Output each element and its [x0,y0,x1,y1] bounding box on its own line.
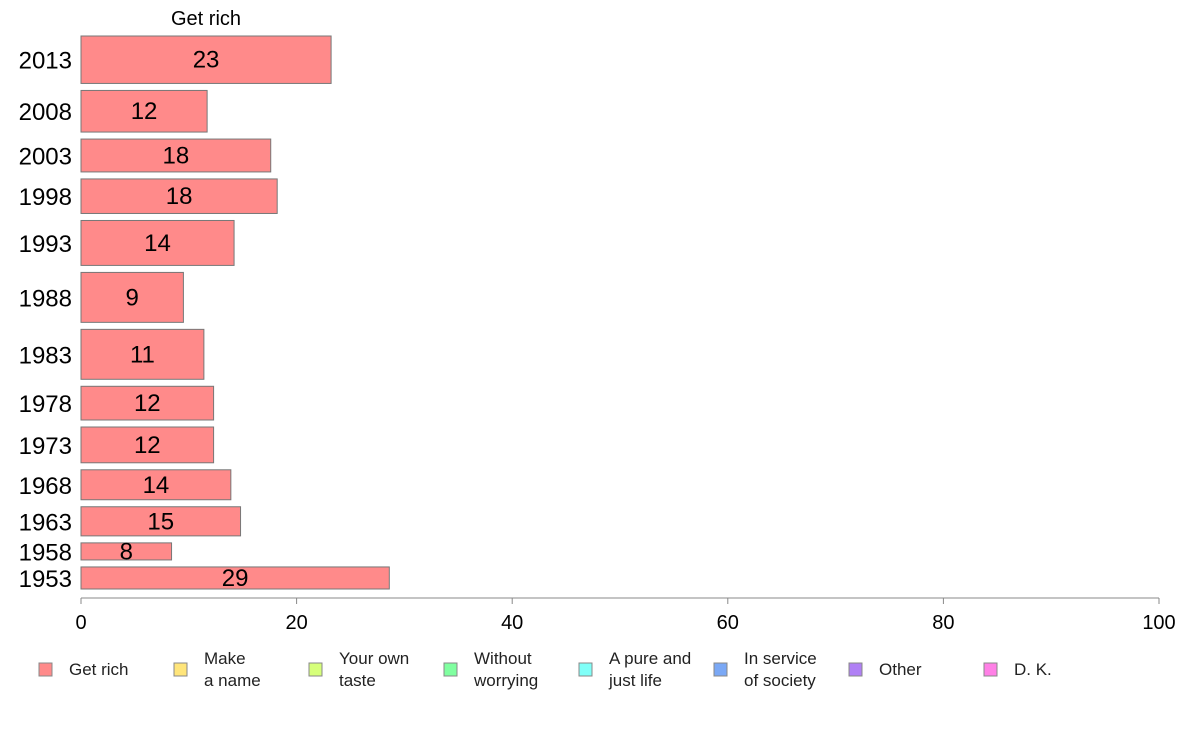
bar-value-label-1988: 9 [126,284,139,311]
y-tick-label-1988: 1988 [19,285,72,312]
legend-swatch-make-a-name [173,662,188,677]
bar-1953 [80,566,390,590]
x-axis: 0 20 40 60 80 100 [75,597,1176,634]
y-tick-label-2013: 2013 [19,48,72,75]
legend-swatch-in-service-of-society [713,662,728,677]
x-tick-label-20: 20 [285,612,307,634]
bar-value-label-1958: 8 [120,538,133,565]
bar-1958 [80,542,173,561]
bar-2003 [80,138,272,173]
y-tick-label-1953: 1953 [19,566,72,593]
bar-2013 [80,35,332,84]
bar-value-label-1973: 12 [134,432,161,459]
legend-swatch-without-worrying [443,662,458,677]
y-tick-label-1978: 1978 [19,391,72,418]
bar-value-label-2008: 12 [131,98,158,125]
bar-value-label-1978: 12 [134,390,161,417]
bar-1988 [80,271,184,323]
bar-1968 [80,469,232,501]
bar-1993 [80,219,235,266]
bar-2008 [80,89,208,133]
bar-value-label-1953: 29 [222,565,249,592]
legend-label-a-pure-and-just-life: A pure and just life [608,649,691,690]
chart-title: Get rich [171,8,241,30]
bar-value-label-1993: 14 [144,230,171,257]
bar-1978 [80,385,215,421]
bar-value-label-1998: 18 [166,183,193,210]
x-tick-label-100: 100 [1142,612,1175,634]
y-tick-label-2003: 2003 [19,143,72,170]
legend: Get rich Make a name Your own taste Without wo… [38,649,1052,690]
y-tick-label-1968: 1968 [19,473,72,500]
x-tick-label-40: 40 [501,612,523,634]
y-tick-label-2008: 2008 [19,99,72,126]
legend-swatch-other [848,662,863,677]
y-tick-label-1973: 1973 [19,433,72,460]
bar-value-label-1968: 14 [143,472,170,499]
legend-swatch-your-own-taste [308,662,323,677]
x-tick-label-0: 0 [75,612,86,634]
bar-value-label-2003: 18 [163,142,190,169]
bars-group: 23 2013 12 2008 18 2003 18 1998 14 1993 9 1988 11 198… [19,35,390,593]
bar-1963 [80,506,242,537]
x-tick-label-80: 80 [932,612,954,634]
legend-label-get-rich: Get rich [69,660,129,679]
legend-label-d-k: D. K. [1014,660,1052,679]
legend-label-in-service-of-society: In service of society [744,649,817,690]
legend-label-your-own-taste: Your own taste [339,649,409,690]
bar-value-label-1983: 11 [130,341,155,368]
legend-label-make-a-name: Make a name [204,649,261,690]
bar-value-label-1963: 15 [147,508,174,535]
legend-label-without-worrying: Without worrying [473,649,538,690]
y-tick-label-1998: 1998 [19,184,72,211]
y-tick-label-1958: 1958 [19,539,72,566]
bar-1998 [80,178,278,214]
y-tick-label-1983: 1983 [19,342,72,369]
bar-value-label-2013: 23 [193,47,220,74]
x-tick-label-60: 60 [717,612,739,634]
legend-swatch-a-pure-and-just-life [578,662,593,677]
legend-label-other: Other [879,660,922,679]
legend-swatch-d-k [983,662,998,677]
y-tick-label-1993: 1993 [19,231,72,258]
y-tick-label-1963: 1963 [19,509,72,536]
bar-1983 [80,328,205,380]
bar-1973 [80,426,215,464]
legend-swatch-get-rich [38,662,53,677]
